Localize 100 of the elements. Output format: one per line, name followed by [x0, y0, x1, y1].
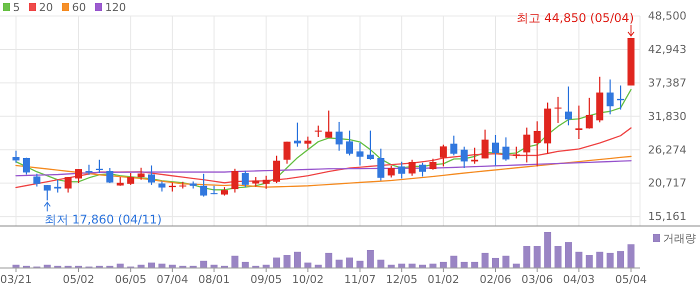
- candlestick: [148, 164, 156, 186]
- bar: [564, 242, 572, 268]
- candlestick: [575, 104, 582, 140]
- bar: [596, 252, 604, 268]
- bar: [304, 262, 312, 268]
- bar: [366, 250, 374, 268]
- candlestick: [523, 127, 530, 164]
- bar: [628, 244, 634, 268]
- candlestick: [33, 173, 40, 188]
- y-tick-label: 15,161: [648, 210, 686, 224]
- candlestick: [44, 184, 51, 201]
- x-tick-label: 05/04: [615, 272, 647, 286]
- candlestick: [377, 148, 384, 182]
- bar: [284, 255, 291, 268]
- x-tick-label: 06/05: [114, 272, 147, 286]
- bar: [502, 256, 510, 268]
- candlestick: [440, 144, 447, 168]
- candlestick: [106, 167, 114, 184]
- candlestick: [12, 150, 20, 164]
- bar: [460, 262, 468, 268]
- x-tick-label: 04/03: [563, 272, 595, 286]
- legend-label: 20: [39, 1, 53, 14]
- bar: [398, 264, 406, 268]
- bar: [429, 264, 436, 268]
- annotation: 최저 17,860 (04/11): [44, 212, 162, 226]
- candlestick: [502, 136, 510, 162]
- candlestick: [252, 176, 260, 188]
- candlestick: [366, 130, 374, 160]
- candlestick: [179, 181, 186, 190]
- x-tick-label: 09/05: [250, 272, 282, 286]
- bar: [158, 264, 166, 268]
- candlestick: [64, 176, 72, 194]
- legend-label: 120: [105, 1, 126, 14]
- bar: [471, 262, 478, 268]
- candlestick: [314, 125, 322, 138]
- bar: [534, 246, 541, 268]
- y-tick-label: 26,274: [648, 143, 686, 156]
- candlestick: [492, 134, 499, 166]
- candlestick: [138, 167, 145, 180]
- candlestick: [534, 120, 541, 168]
- candlestick: [273, 155, 280, 184]
- candlestick: [325, 110, 332, 138]
- x-tick-label: 08/01: [198, 272, 230, 286]
- bar: [554, 246, 562, 268]
- bar: [346, 258, 354, 268]
- bar: [606, 252, 614, 268]
- candlestick: [586, 97, 593, 130]
- x-tick-label: 03/06: [521, 272, 554, 286]
- bar: [377, 260, 384, 268]
- candlestick: [284, 141, 291, 164]
- x-tick-label: 10/02: [292, 272, 324, 286]
- x-tick-label: 11/07: [344, 272, 376, 286]
- y-tick-label: 20,717: [648, 176, 686, 190]
- legend-label: 거래량: [663, 232, 696, 245]
- x-tick-label: 03/21: [0, 272, 32, 286]
- y-tick-label: 37,387: [648, 76, 686, 90]
- y-tick-label: 42,943: [648, 42, 686, 56]
- bar: [231, 256, 238, 268]
- candlestick: [482, 129, 489, 160]
- bar: [617, 251, 624, 268]
- bar: [492, 258, 499, 268]
- candlestick: [356, 142, 364, 166]
- candlestick: [554, 96, 562, 124]
- bar: [544, 232, 552, 268]
- candlestick: [116, 176, 124, 186]
- bar: [450, 256, 458, 268]
- candlestick: [606, 78, 614, 115]
- candlestick: [158, 180, 166, 192]
- line-series: [15, 127, 632, 188]
- candlestick: [294, 122, 301, 148]
- candlestick: [231, 168, 238, 194]
- candlestick: [388, 165, 395, 178]
- candlestick: [127, 172, 134, 186]
- candlestick: [304, 136, 312, 150]
- bar: [148, 262, 156, 268]
- candlestick: [460, 146, 468, 169]
- bar: [512, 264, 520, 268]
- candlestick: [450, 135, 458, 156]
- bar: [242, 262, 249, 268]
- candlestick: [346, 130, 354, 156]
- candlestick: [336, 121, 343, 152]
- x-tick-label: 05/02: [62, 272, 94, 286]
- bar: [273, 258, 280, 268]
- bar: [523, 246, 530, 268]
- candlestick: [262, 175, 270, 190]
- x-tick-label: 02/06: [480, 272, 512, 286]
- candlestick: [419, 162, 426, 178]
- bar: [575, 252, 582, 268]
- bar: [200, 260, 208, 268]
- y-tick-label: 31,830: [648, 110, 686, 123]
- candlestick: [564, 86, 572, 126]
- bar: [482, 252, 489, 268]
- candlestick: [429, 158, 436, 170]
- x-tick-label: 01/02: [428, 272, 460, 286]
- bar: [440, 262, 447, 268]
- bar: [336, 260, 343, 268]
- candlestick: [200, 173, 208, 198]
- bar: [116, 264, 124, 268]
- legend-label: 60: [72, 1, 86, 14]
- legend-label: 5: [13, 1, 20, 14]
